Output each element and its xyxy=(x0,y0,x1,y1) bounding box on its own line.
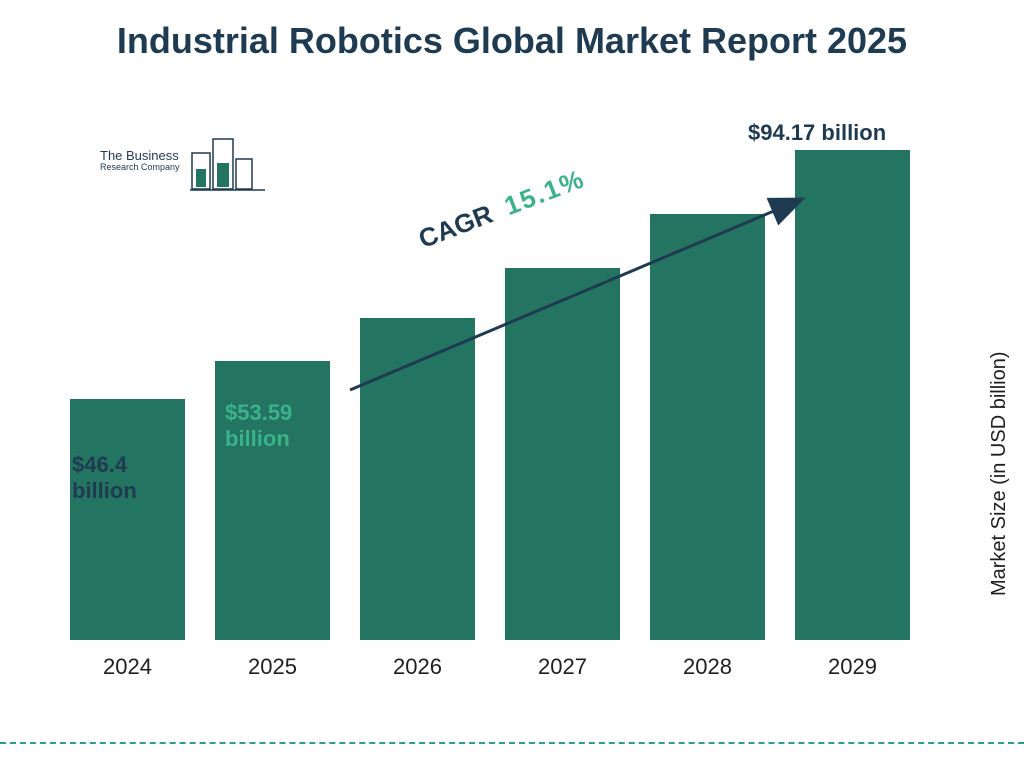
y-axis-label: Market Size (in USD billion) xyxy=(989,352,1012,597)
bar-value-label: $94.17 billion xyxy=(748,120,886,146)
x-tick-label: 2027 xyxy=(505,654,620,680)
chart-title: Industrial Robotics Global Market Report… xyxy=(0,0,1024,63)
x-tick-label: 2025 xyxy=(215,654,330,680)
bar-2029 xyxy=(795,150,910,640)
bar-2026 xyxy=(360,318,475,640)
x-tick-label: 2029 xyxy=(795,654,910,680)
bar-2028 xyxy=(650,214,765,640)
bar-value-label: $46.4 billion xyxy=(72,452,137,505)
x-tick-label: 2024 xyxy=(70,654,185,680)
bottom-divider xyxy=(0,742,1024,744)
x-tick-label: 2028 xyxy=(650,654,765,680)
bar-value-label: $53.59 billion xyxy=(225,400,292,453)
bar-2024 xyxy=(70,399,185,640)
x-tick-label: 2026 xyxy=(360,654,475,680)
bar-2027 xyxy=(505,268,620,640)
